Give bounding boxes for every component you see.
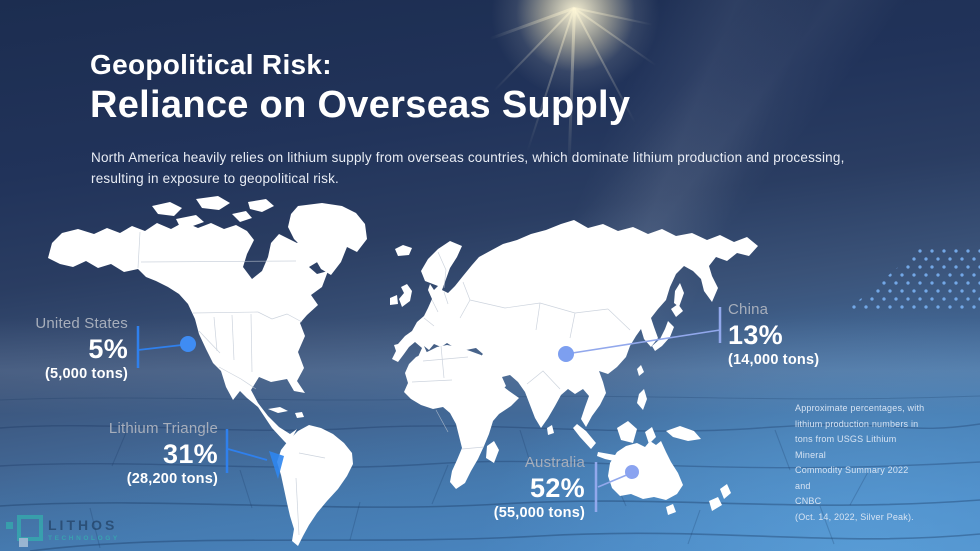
china-connector-line [565,329,721,355]
world-map [48,196,758,546]
southeast-asia-islands [573,421,701,464]
madagascar [486,441,499,463]
source-note-line: CNBC [795,496,822,506]
tasmania [666,504,676,515]
source-note-line: tons from USGS Lithium Mineral [795,434,897,460]
callout-label: United States [35,315,128,332]
source-note-line: Approximate percentages, with [795,403,925,413]
caribbean-islands [268,407,304,418]
callout-tons: (55,000 tons) [493,505,585,522]
lithos-logo-icon [6,512,43,551]
callout-label: Lithium Triangle [108,420,218,437]
continent-north-america [48,222,328,455]
china-marker-dot [558,346,574,362]
philippines [637,389,647,410]
callout-united-states: United States 5% (5,000 tons) [0,316,128,382]
subtitle: North America heavily relies on lithium … [91,150,845,186]
callout-australia: Australia 52% (55,000 tons) [455,455,585,521]
callout-connectors [136,307,722,512]
continent-south-america [277,425,353,546]
sri-lanka [547,425,554,435]
page-title-kicker: Geopolitical Risk: [90,49,332,80]
callout-percent: 52% [530,472,585,503]
callout-percent: 31% [163,438,218,469]
country-borders [137,231,631,536]
sulawesi [645,427,656,444]
source-note-line: lithium production numbers in [795,418,919,429]
callout-tons: (28,200 tons) [126,471,218,488]
lithium-triangle-marker [269,451,284,479]
callout-tons: (14,000 tons) [728,352,820,369]
callout-percent: 5% [88,333,128,364]
callout-tons: (5,000 tons) [45,366,128,383]
logo: LITHOS TECHNOLOGY [6,512,120,551]
great-britain [399,284,412,307]
continent-australia [608,441,683,500]
callout-lithium-triangle: Lithium Triangle 31% (28,200 tons) [60,421,218,487]
us-marker-dot [180,336,196,352]
title-block: Geopolitical Risk: Reliance on Overseas … [90,48,630,127]
lithium-triangle-connector-line [227,448,268,461]
greenland [288,203,367,275]
page-title: Reliance on Overseas Supply [90,83,631,126]
sumatra [573,424,596,449]
australia-connector-line [597,473,630,488]
new-zealand [709,484,731,511]
hokkaido [671,304,683,317]
logo-name: LITHOS [48,517,118,533]
source-note-line: (Oct. 14, 2022, Silver Peak). [795,511,914,522]
honshu [652,321,674,351]
iceland [395,245,412,256]
new-guinea [666,426,701,441]
source-note-line: Commodity Summary 2022 and [795,465,909,491]
logo-subname: TECHNOLOGY [48,535,120,542]
taiwan [637,365,644,376]
us-connector-line [137,344,183,351]
callout-china: China 13% (14,000 tons) [728,302,898,368]
australia-marker-dot [625,465,639,479]
callout-label: Australia [524,454,585,471]
ireland [390,295,398,305]
callout-percent: 13% [728,319,783,350]
callout-label: China [728,301,769,318]
arctic-islands [152,196,274,227]
borneo [617,421,637,443]
sakhalin [674,283,684,307]
east-asia-islands [547,283,684,435]
source-note: Approximate percentages, with lithium pr… [795,401,925,525]
